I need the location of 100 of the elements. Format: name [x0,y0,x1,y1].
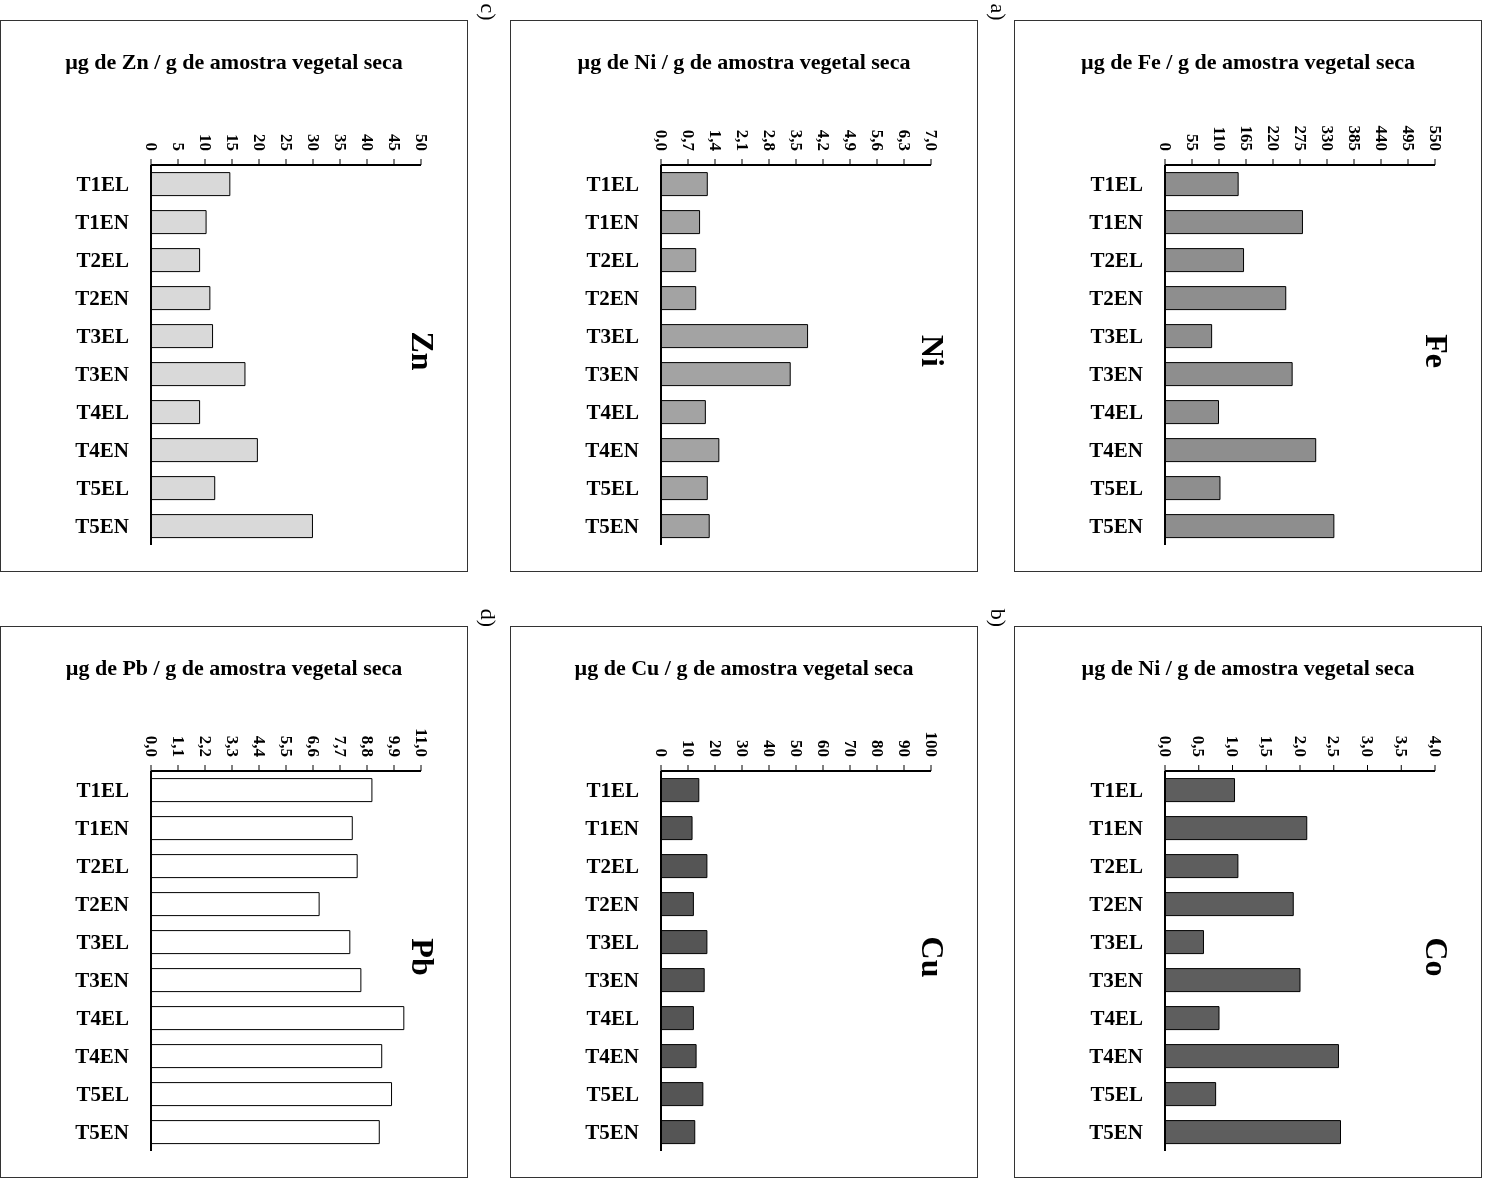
y-tick-label: T2EN [75,892,129,917]
y-tick-label: T1EL [586,778,639,803]
y-tick-label: T4EN [75,1044,129,1069]
x-tick-label: 0,7 [678,129,698,152]
x-tick-label: 1,1 [168,735,188,757]
y-tick-label: T5EL [586,476,639,501]
x-tick-label: 0 [651,748,671,757]
y-tick-label: T4EN [585,1044,639,1069]
y-tick-label: T2EN [75,286,129,311]
x-tick-label: 35 [330,134,350,151]
x-tick-label: 90 [894,740,914,757]
x-tick-label: 3,5 [1391,735,1411,757]
x-tick-label: 10 [678,740,698,757]
x-tick-label: 1,5 [1256,735,1276,757]
y-tick-label: T1EL [1090,172,1143,197]
text: b) [985,607,1012,630]
y-tick-label: T3EL [1090,324,1143,349]
y-tick-label: T1EN [585,210,639,235]
y-tick-label: T2EL [76,248,129,273]
x-tick-label: 0 [141,142,161,151]
text: a) [985,2,1012,23]
x-tick-label: 3,5 [786,129,806,151]
y-tick-label: T5EN [75,1120,129,1145]
y-tick-label: T3EN [585,968,639,993]
x-tick-label: 80 [867,740,887,757]
y-tick-label: T2EL [1090,248,1143,273]
x-tick-label: 4,2 [813,129,833,151]
y-tick-label: T5EN [585,514,639,539]
chart-title: µg de Ni / g de amostra vegetal seca [576,49,912,75]
x-tick-label: 4,0 [1425,735,1445,757]
y-tick-label: T3EN [1089,362,1143,387]
chart-title: µg de Pb / g de amostra vegetal seca [64,655,404,681]
annotation: Pb [404,937,443,978]
chart-title: µg de Cu / g de amostra vegetal seca [573,655,915,681]
chart-title: µg de Fe / g de amostra vegetal seca [1080,49,1416,75]
y-tick-label: T4EN [1089,438,1143,463]
x-tick-label: 2,1 [732,129,752,151]
x-tick-label: 7,7 [330,735,350,758]
y-tick-label: T4EN [585,438,639,463]
y-tick-label: T3EL [586,324,639,349]
y-tick-label: T2EN [585,892,639,917]
x-tick-label: 3,0 [1358,735,1377,757]
x-tick-label: 45 [384,134,404,151]
y-tick-label: T5EL [1090,1082,1143,1107]
text: d) [475,607,502,630]
y-tick-label: T4EL [76,400,129,425]
annotation: Cu [914,935,953,980]
y-tick-label: T2EN [1089,892,1143,917]
annotation: Zn [404,330,443,373]
x-tick-label: 4,9 [840,129,860,151]
x-tick-label: 70 [840,740,860,757]
x-tick-label: 0 [1155,142,1175,151]
x-tick-label: 550 [1425,125,1445,151]
y-tick-label: T4EL [1090,400,1143,425]
x-tick-label: 15 [222,134,242,151]
y-tick-label: T5EL [1090,476,1143,501]
x-tick-label: 55 [1182,134,1202,151]
y-tick-label: T5EN [1089,514,1143,539]
y-tick-label: T1EL [76,778,129,803]
x-tick-label: 50 [786,740,806,757]
x-tick-label: 11,0 [411,728,431,757]
x-tick-label: 9,9 [384,735,404,757]
y-tick-label: T2EL [76,854,129,879]
annotation: Co [1418,936,1457,979]
x-tick-label: 2,8 [759,129,779,151]
x-tick-label: 3,3 [222,735,242,757]
y-tick-label: T1EN [75,816,129,841]
y-tick-label: T5EL [76,476,129,501]
x-tick-label: 40 [759,740,779,757]
y-tick-label: T3EN [585,362,639,387]
y-tick-label: T3EN [1089,968,1143,993]
y-tick-label: T3EN [75,362,129,387]
x-tick-label: 385 [1344,125,1364,151]
x-tick-label: 440 [1371,125,1391,151]
x-tick-label: 2,0 [1290,735,1310,757]
y-tick-label: T3EL [76,930,129,955]
x-tick-label: 275 [1290,125,1310,151]
y-tick-label: T3EN [75,968,129,993]
y-tick-label: T3EL [1090,930,1143,955]
y-tick-label: T4EL [1090,1006,1143,1031]
x-tick-label: 6,3 [894,129,914,151]
y-tick-label: T2EL [586,854,639,879]
y-tick-label: T1EL [1090,778,1143,803]
chart-title: µg de Zn / g de amostra vegetal seca [64,49,404,75]
x-tick-label: 0,5 [1189,735,1209,757]
x-tick-label: 2,2 [195,735,215,757]
y-tick-label: T4EN [75,438,129,463]
x-tick-label: 30 [732,740,752,757]
y-tick-label: T5EN [585,1120,639,1145]
y-tick-label: T4EL [586,1006,639,1031]
y-tick-label: T2EN [585,286,639,311]
x-tick-label: 220 [1263,125,1283,151]
x-tick-label: 1,0 [1223,735,1242,757]
x-tick-label: 6,6 [303,735,323,757]
x-tick-label: 20 [705,740,725,757]
x-tick-label: 8,8 [357,735,377,757]
x-tick-label: 40 [357,134,377,151]
x-tick-label: 100 [921,731,941,757]
y-tick-label: T1EN [1089,816,1143,841]
y-tick-label: T1EL [586,172,639,197]
